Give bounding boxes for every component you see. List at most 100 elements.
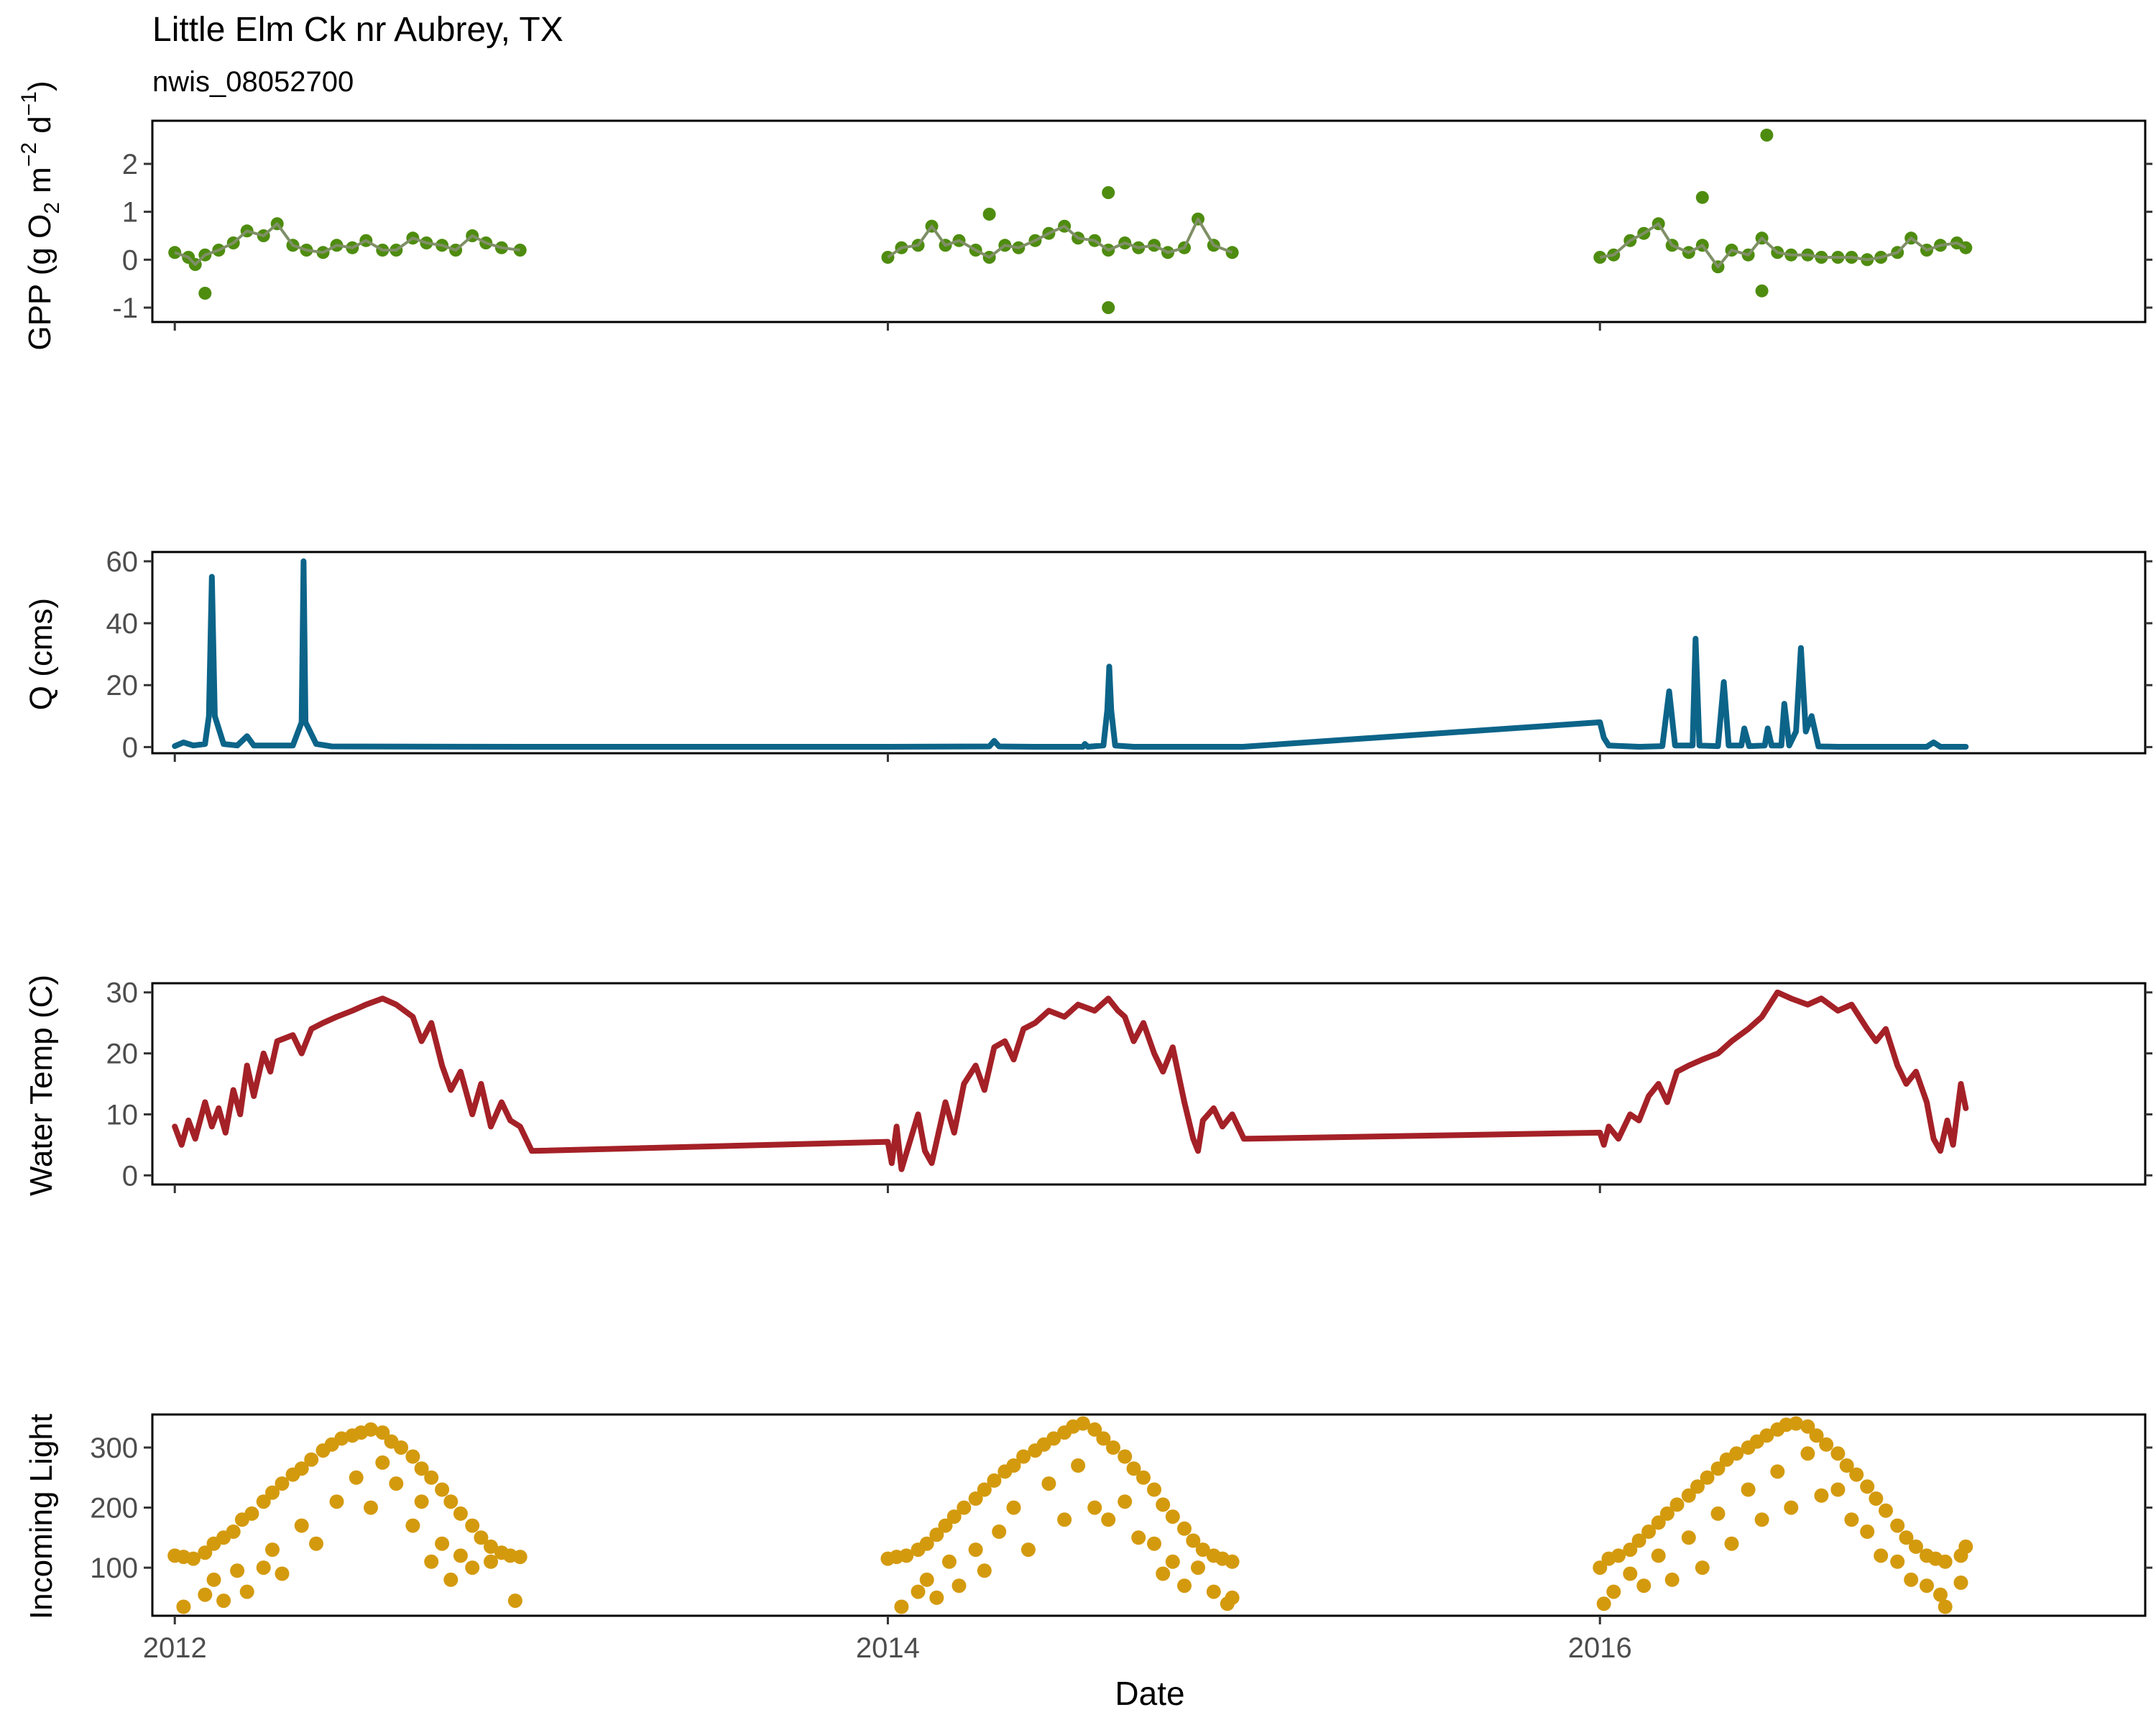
temp-y-tick-label: 30 xyxy=(106,978,139,1009)
light-data-point xyxy=(1800,1419,1815,1434)
light-data-point xyxy=(1933,1587,1948,1602)
light-data-point xyxy=(389,1476,404,1491)
light-data-point xyxy=(1101,1512,1116,1527)
light-data-point xyxy=(957,1500,972,1515)
light-data-point xyxy=(894,1599,909,1614)
x-tick-label: 2012 xyxy=(143,1632,207,1664)
light-data-point xyxy=(294,1461,309,1476)
light-data-point xyxy=(1126,1461,1141,1476)
light-data-point xyxy=(1156,1566,1171,1581)
light-data-point xyxy=(1046,1431,1061,1446)
light-data-point xyxy=(364,1422,378,1437)
chart-title: Little Elm Ck nr Aubrey, TX xyxy=(152,11,563,49)
light-data-point xyxy=(375,1455,390,1470)
temp-panel-border xyxy=(151,982,2147,1186)
light-data-point xyxy=(1874,1548,1889,1563)
light-data-point xyxy=(1147,1482,1161,1497)
light-data-point xyxy=(1700,1470,1715,1485)
light-data-point xyxy=(1899,1530,1914,1545)
light-y-tick-label: 100 xyxy=(90,1552,138,1584)
light-data-point xyxy=(987,1473,1002,1488)
gpp-y-tick-label: -1 xyxy=(112,293,138,324)
light-data-point xyxy=(1177,1578,1192,1593)
light-data-point xyxy=(1681,1530,1696,1545)
light-data-point xyxy=(1830,1482,1846,1497)
light-data-point xyxy=(405,1449,420,1464)
light-data-point xyxy=(1136,1470,1151,1485)
light-data-point xyxy=(375,1425,390,1440)
light-data-point xyxy=(1611,1548,1626,1563)
gpp-data-point xyxy=(1760,129,1774,142)
light-data-point xyxy=(1920,1578,1934,1593)
light-data-point xyxy=(968,1491,983,1506)
light-data-point xyxy=(1096,1431,1111,1446)
light-data-point xyxy=(1177,1521,1192,1536)
light-data-point xyxy=(1225,1554,1240,1569)
temp-series-line xyxy=(172,989,1969,1172)
q-panel-border xyxy=(151,551,2147,755)
light-data-point xyxy=(1958,1539,1973,1554)
light-data-point xyxy=(1641,1524,1657,1539)
light-data-point xyxy=(1623,1566,1638,1581)
light-data-point xyxy=(265,1485,280,1500)
light-data-point xyxy=(1165,1554,1180,1569)
light-data-point xyxy=(1814,1488,1829,1503)
light-data-point xyxy=(453,1548,468,1563)
gpp-data-point xyxy=(1102,186,1115,199)
light-data-point xyxy=(929,1590,944,1605)
light-data-point xyxy=(435,1536,450,1551)
gpp-data-point xyxy=(982,208,996,221)
light-data-point xyxy=(1106,1440,1120,1455)
light-y-tick-label: 300 xyxy=(90,1432,138,1464)
light-data-point xyxy=(239,1584,254,1599)
light-data-point xyxy=(1869,1491,1884,1506)
light-data-point xyxy=(1206,1584,1221,1599)
light-data-point xyxy=(1165,1509,1180,1524)
light-data-point xyxy=(899,1548,914,1563)
light-data-point xyxy=(414,1494,429,1509)
gpp-panel-border xyxy=(151,119,2147,323)
light-data-point xyxy=(275,1566,290,1581)
light-data-point xyxy=(1075,1416,1090,1431)
light-data-point xyxy=(484,1554,498,1569)
light-data-point xyxy=(1860,1479,1875,1494)
light-data-point xyxy=(1890,1554,1905,1569)
light-panel-border xyxy=(151,1413,2147,1617)
light-data-point xyxy=(1800,1446,1815,1461)
light-data-point xyxy=(186,1551,201,1566)
light-data-point xyxy=(1690,1479,1705,1494)
light-data-point xyxy=(465,1560,480,1576)
light-data-point xyxy=(1118,1494,1133,1509)
light-data-point xyxy=(364,1500,378,1515)
light-data-point xyxy=(484,1539,498,1554)
light-data-point xyxy=(1849,1467,1864,1482)
light-data-point xyxy=(1186,1533,1201,1548)
light-data-point xyxy=(507,1593,522,1609)
light-data-point xyxy=(309,1536,323,1551)
light-y-tick-label: 200 xyxy=(90,1493,138,1524)
light-data-point xyxy=(1596,1596,1611,1611)
light-data-point xyxy=(435,1482,450,1497)
light-data-point xyxy=(1071,1458,1086,1473)
light-data-point xyxy=(329,1494,344,1509)
light-data-point xyxy=(1830,1446,1846,1461)
light-data-point xyxy=(198,1587,213,1602)
light-data-point xyxy=(304,1452,319,1467)
light-data-point xyxy=(1938,1599,1953,1614)
light-data-point xyxy=(1195,1542,1210,1558)
light-data-point xyxy=(230,1563,245,1578)
light-data-point xyxy=(919,1572,934,1587)
light-data-point xyxy=(474,1530,489,1545)
gpp-y-tick-label: 2 xyxy=(122,149,138,180)
light-data-point xyxy=(1819,1437,1834,1452)
light-data-point xyxy=(1623,1542,1638,1558)
light-data-point xyxy=(1681,1488,1696,1503)
light-data-point xyxy=(1147,1536,1161,1551)
light-data-point xyxy=(1789,1416,1804,1431)
light-data-point xyxy=(1131,1530,1146,1545)
light-data-point xyxy=(1710,1461,1726,1476)
light-data-point xyxy=(977,1563,992,1578)
gpp-data-point xyxy=(1695,190,1709,204)
chart-subtitle: nwis_08052700 xyxy=(152,66,354,98)
light-data-point xyxy=(1879,1503,1893,1518)
